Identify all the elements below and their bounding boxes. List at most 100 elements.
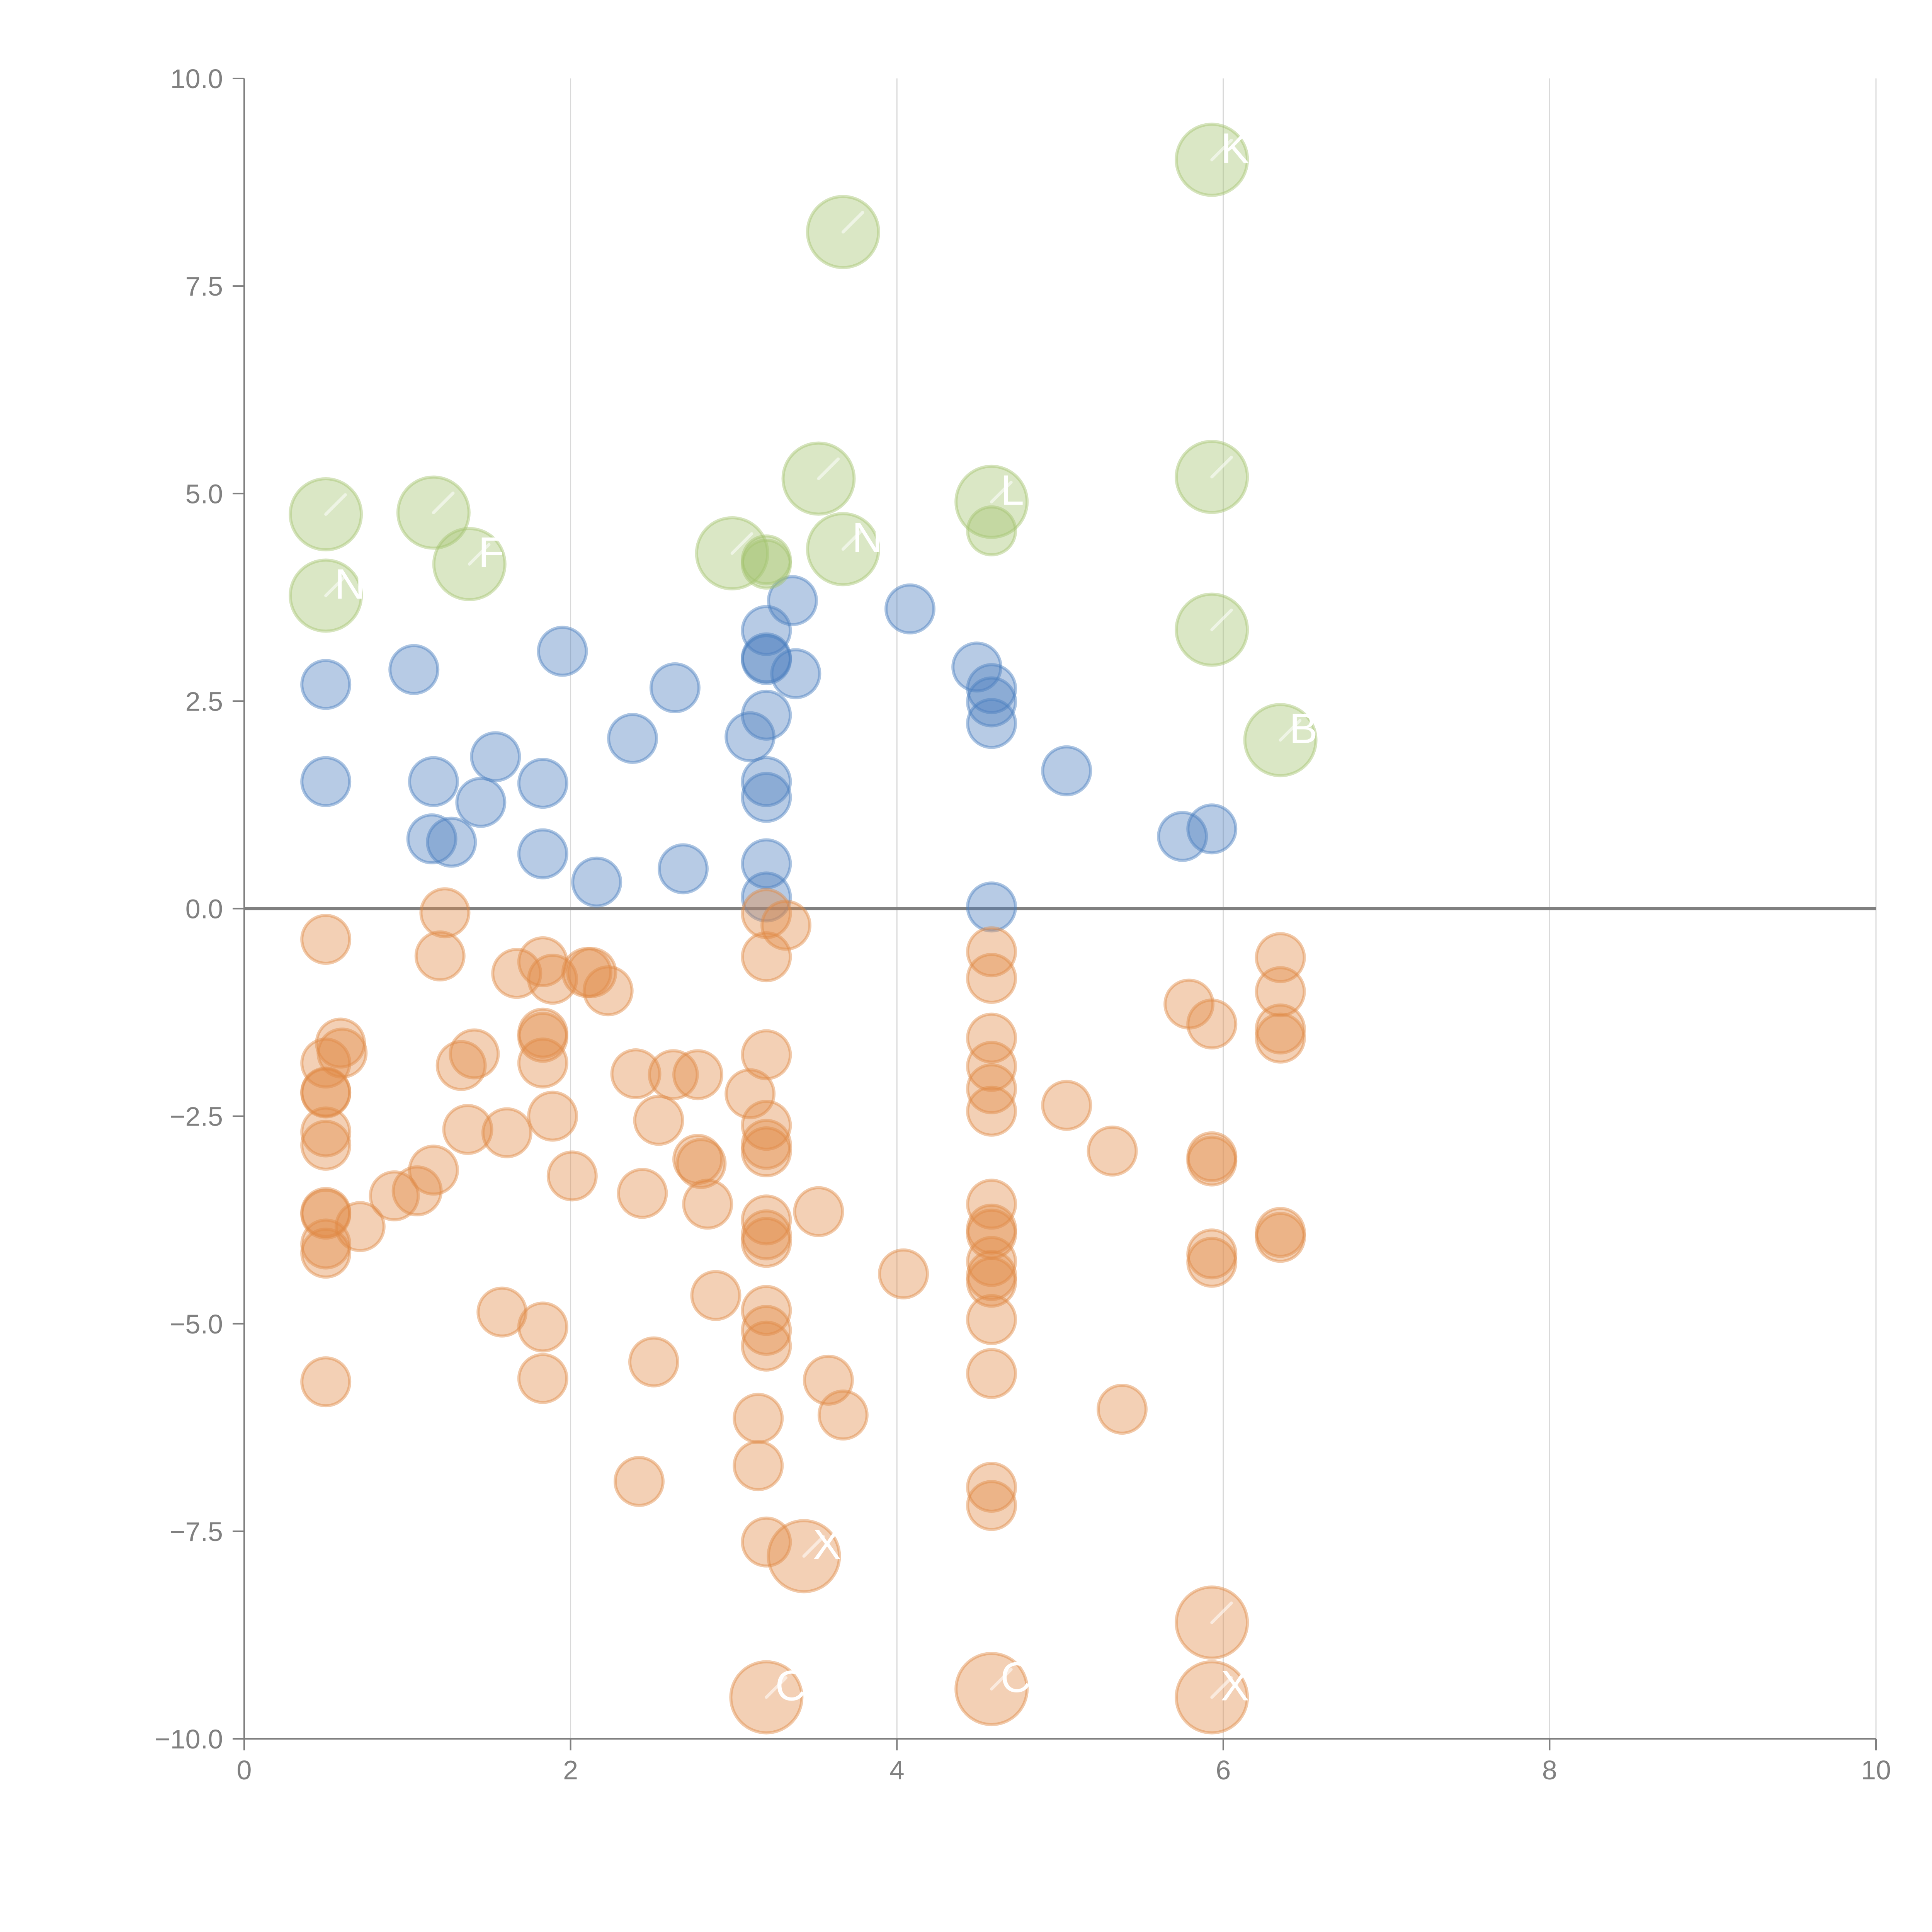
data-point-positive-low [300, 756, 352, 807]
y-tick-label: −5.0 [170, 1309, 223, 1339]
data-point-negative [566, 947, 617, 998]
data-point-negative [300, 1356, 352, 1408]
data-point-negative [741, 1209, 792, 1260]
label-leader-line [841, 528, 864, 551]
data-point-negative [966, 1294, 1017, 1345]
data-point-positive-low [741, 838, 792, 889]
data-point-negative [966, 1250, 1017, 1301]
data-point-negative [741, 1126, 792, 1178]
data-point-negative [527, 954, 578, 1005]
data-point-positive-low [770, 648, 821, 699]
data-point-negative [1186, 1135, 1238, 1187]
data-point-negative [476, 1286, 528, 1338]
data-point-negative [300, 913, 352, 965]
y-tick-label: −7.5 [170, 1517, 223, 1547]
data-point-positive-low [741, 871, 792, 923]
data-point-positive-low [455, 777, 507, 828]
data-point-positive-low [571, 856, 622, 908]
x-axis-ticks: 0 2 4 6 8 10 [237, 1739, 1891, 1785]
data-point-negative [966, 952, 1017, 1004]
data-point-negative [793, 1186, 844, 1237]
data-point-negative [315, 1017, 366, 1069]
data-point-negative [517, 1301, 568, 1353]
point-label: B [1289, 705, 1318, 752]
data-points [289, 122, 1318, 1735]
data-point-negative [491, 948, 543, 999]
point-label: L [1000, 467, 1024, 514]
x-tick-label: 10 [1861, 1755, 1891, 1785]
data-point-positive-low [517, 758, 568, 809]
data-point-negative [300, 1037, 352, 1089]
data-point-positive-low [966, 676, 1017, 728]
data-point-negative [300, 1189, 352, 1240]
data-point-negative [1087, 1125, 1138, 1177]
point-label: F [478, 529, 504, 577]
y-tick-label: −10.0 [155, 1724, 223, 1754]
data-point-negative [300, 1218, 352, 1270]
x-tick-label: 4 [889, 1755, 905, 1785]
data-point-negative [741, 888, 792, 939]
x-tick-label: 8 [1542, 1755, 1557, 1785]
y-tick-label: 2.5 [185, 686, 223, 716]
data-point-negative [449, 1028, 500, 1080]
data-point-positive-low [884, 583, 935, 634]
label-leader-line [990, 1668, 1013, 1691]
data-point-positive-low [406, 813, 457, 865]
data-point-negative [741, 1100, 792, 1151]
data-point-negative [741, 1304, 792, 1356]
data-point-positive-low [517, 828, 568, 879]
y-axis-ticks: 10.0 7.5 5.0 2.5 0.0 −2.5 −5.0 −7.5 −10.0 [155, 64, 244, 1754]
y-tick-label: −2.5 [170, 1102, 223, 1132]
x-tick-label: 0 [237, 1755, 252, 1785]
label-leader-line [1210, 1601, 1233, 1624]
data-point-negative [966, 926, 1017, 978]
data-point-positive-low [724, 711, 776, 762]
x-tick-label: 2 [563, 1755, 578, 1785]
data-point-negative [741, 1320, 792, 1372]
point-label: X [813, 1521, 841, 1568]
data-point-negative [724, 1068, 776, 1119]
data-point-positive-low [1186, 803, 1238, 855]
data-point-positive-low [537, 626, 588, 677]
data-point-positive-low [1157, 811, 1208, 862]
data-point-negative [414, 930, 466, 981]
data-point-negative [672, 1134, 723, 1185]
data-point-negative [1255, 1012, 1306, 1064]
point-label: C [1000, 1654, 1031, 1701]
data-point-negative [741, 931, 792, 983]
data-point-negative [442, 1104, 493, 1155]
label-leader-line [468, 543, 491, 566]
data-point-negative [517, 1012, 568, 1063]
y-tick-label: 0.0 [185, 894, 223, 924]
data-point-positive-low [741, 605, 792, 656]
data-point-positive-high-small [741, 534, 792, 586]
data-point-negative [966, 1236, 1017, 1287]
data-point-negative [481, 1107, 532, 1158]
data-point-negative [675, 1138, 727, 1189]
data-point-negative [1255, 932, 1306, 983]
data-point-negative [517, 1007, 568, 1059]
data-point-negative [741, 1285, 792, 1336]
data-point-positive-low [951, 641, 1003, 693]
data-point-positive-low [388, 644, 440, 695]
data-point-negative [517, 1037, 568, 1089]
data-point-negative [628, 1336, 679, 1388]
data-point-negative [633, 1095, 684, 1146]
data-point-negative [1255, 966, 1306, 1017]
data-point-negative [1186, 1131, 1238, 1182]
y-tick-label: 7.5 [185, 271, 223, 301]
data-point-negative [1186, 1236, 1238, 1288]
label-leader-line [1210, 1676, 1233, 1699]
data-point-positive-low [607, 713, 658, 764]
data-point-negative [741, 1194, 792, 1246]
label-leader-line [1210, 138, 1233, 162]
data-point-negative [966, 1208, 1017, 1260]
label-leader-line [432, 492, 455, 514]
data-point-negative [648, 1049, 699, 1100]
data-point-positive-low [300, 659, 352, 710]
data-point-negative [966, 1012, 1017, 1064]
data-point-negative [966, 1348, 1017, 1399]
data-point-negative [408, 1145, 459, 1196]
data-point-negative [1186, 998, 1238, 1050]
